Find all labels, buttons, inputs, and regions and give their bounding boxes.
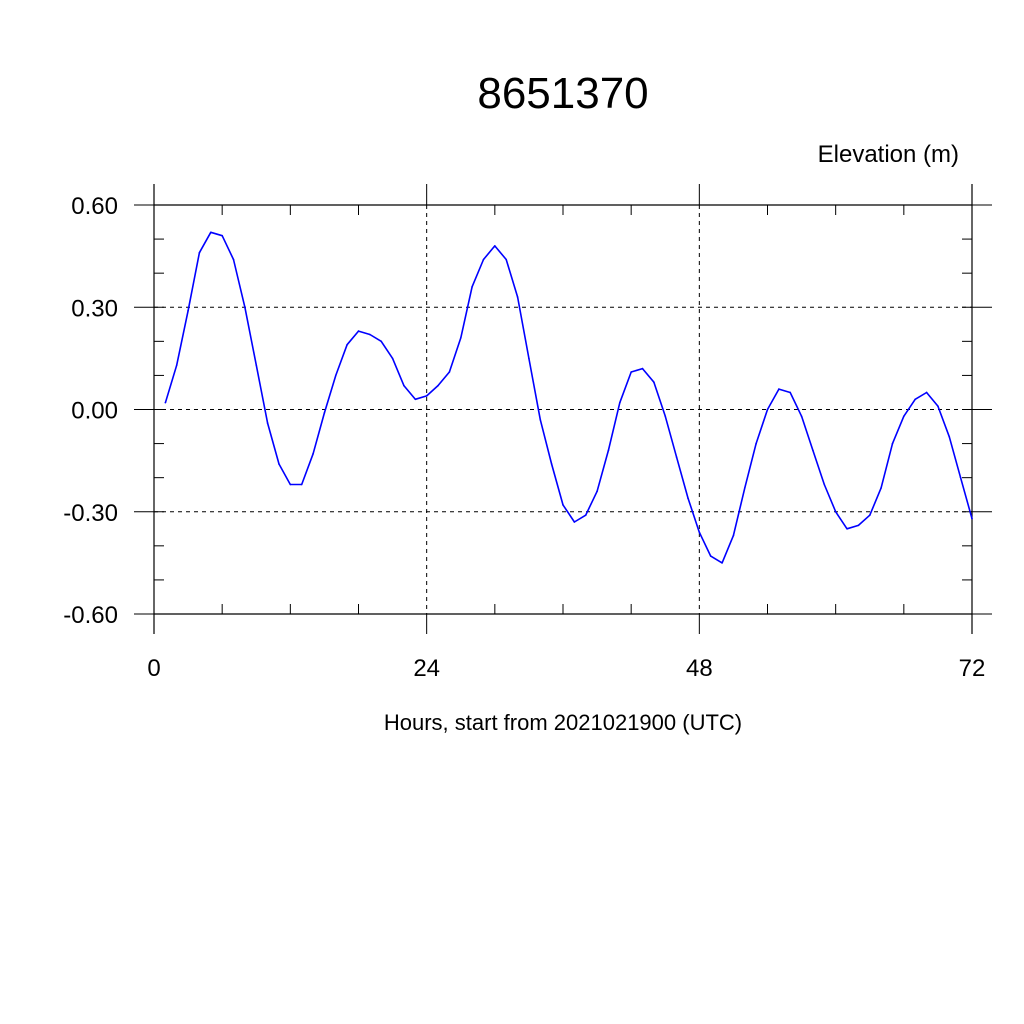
data-point-42	[641, 367, 644, 370]
data-point-31	[516, 296, 519, 298]
y-axis-label: Elevation (m)	[818, 141, 959, 168]
data-point-57	[812, 449, 814, 452]
data-point-62	[868, 514, 871, 516]
data-point-70	[959, 476, 962, 479]
data-point-53	[766, 408, 769, 411]
y-tick-label-0: 0.60	[71, 193, 118, 220]
data-point-35	[562, 504, 564, 506]
data-point-67	[925, 391, 928, 394]
data-point-2	[187, 309, 189, 312]
data-point-20	[391, 357, 394, 360]
data-point-13	[312, 453, 314, 455]
data-point-33	[539, 418, 542, 421]
data-point-27	[471, 286, 473, 288]
x-tick-label-3: 72	[959, 655, 986, 682]
data-point-25	[448, 371, 451, 373]
data-point-44	[664, 415, 667, 418]
data-point-65	[903, 415, 905, 418]
data-point-38	[596, 490, 598, 493]
data-point-47	[698, 531, 701, 533]
data-point-11	[289, 483, 292, 486]
data-point-41	[630, 371, 632, 373]
data-point-66	[914, 398, 916, 401]
data-point-51	[743, 487, 746, 489]
data-point-17	[357, 330, 360, 332]
data-point-24	[437, 384, 439, 387]
data-point-55	[789, 391, 792, 394]
y-tick-label-2: 0.00	[71, 398, 118, 425]
data-point-69	[948, 435, 951, 438]
data-point-45	[675, 456, 678, 459]
data-point-14	[323, 412, 326, 414]
data-point-10	[278, 463, 280, 465]
data-point-29	[494, 245, 496, 247]
y-tick-labels: 0.60 0.30 0.00 -0.30 -0.60	[63, 193, 118, 629]
data-point-32	[528, 357, 530, 360]
grid	[153, 204, 973, 615]
data-point-64	[891, 442, 894, 445]
data-point-7	[244, 306, 246, 309]
y-tick-label-3: -0.30	[63, 500, 118, 527]
data-point-63	[880, 487, 882, 489]
axis-ticks	[134, 184, 992, 634]
data-point-16	[346, 343, 348, 346]
data-point-36	[573, 521, 576, 523]
data-point-12	[300, 483, 303, 486]
data-point-34	[550, 463, 553, 465]
data-point-56	[800, 415, 803, 418]
data-point-3	[198, 251, 201, 254]
data-point-21	[403, 384, 405, 387]
data-point-30	[505, 258, 507, 261]
data-point-37	[584, 514, 587, 516]
x-tick-label-2: 48	[686, 655, 713, 682]
data-point-59	[834, 510, 837, 513]
data-point-23	[425, 395, 428, 397]
data-point-58	[823, 483, 826, 486]
data-point-43	[653, 381, 655, 384]
x-tick-label-0: 0	[147, 655, 160, 682]
data-point-52	[755, 442, 757, 445]
data-point-0	[164, 401, 167, 404]
data-point-28	[482, 258, 485, 261]
data-point-60	[846, 527, 848, 530]
data-point-5	[221, 234, 223, 237]
data-point-68	[937, 405, 939, 407]
data-point-61	[857, 524, 860, 527]
data-point-49	[721, 562, 723, 564]
data-point-46	[687, 497, 689, 499]
data-point-8	[255, 364, 258, 366]
data-point-40	[619, 401, 621, 404]
chart-title: 8651370	[477, 69, 648, 118]
data-point-6	[232, 258, 235, 261]
data-point-19	[380, 340, 383, 343]
data-point-71	[971, 517, 973, 520]
data-point-4	[210, 231, 212, 234]
y-tick-label-1: 0.30	[71, 295, 118, 322]
data-point-15	[334, 374, 337, 377]
data-point-50	[732, 534, 735, 537]
data-point-48	[709, 555, 712, 557]
data-point-54	[778, 388, 780, 390]
data-point-39	[607, 449, 610, 452]
series-line-0	[164, 231, 973, 564]
data-point-22	[414, 398, 417, 401]
data-point-26	[459, 337, 462, 339]
y-tick-label-4: -0.60	[63, 602, 118, 629]
data-point-18	[369, 333, 371, 336]
series-group	[164, 231, 973, 564]
x-tick-labels: 0 24 48 72	[147, 655, 985, 682]
x-axis-label: Hours, start from 2021021900 (UTC)	[384, 710, 742, 735]
x-tick-label-1: 24	[413, 655, 440, 682]
data-point-9	[266, 422, 269, 424]
data-point-1	[175, 364, 178, 366]
